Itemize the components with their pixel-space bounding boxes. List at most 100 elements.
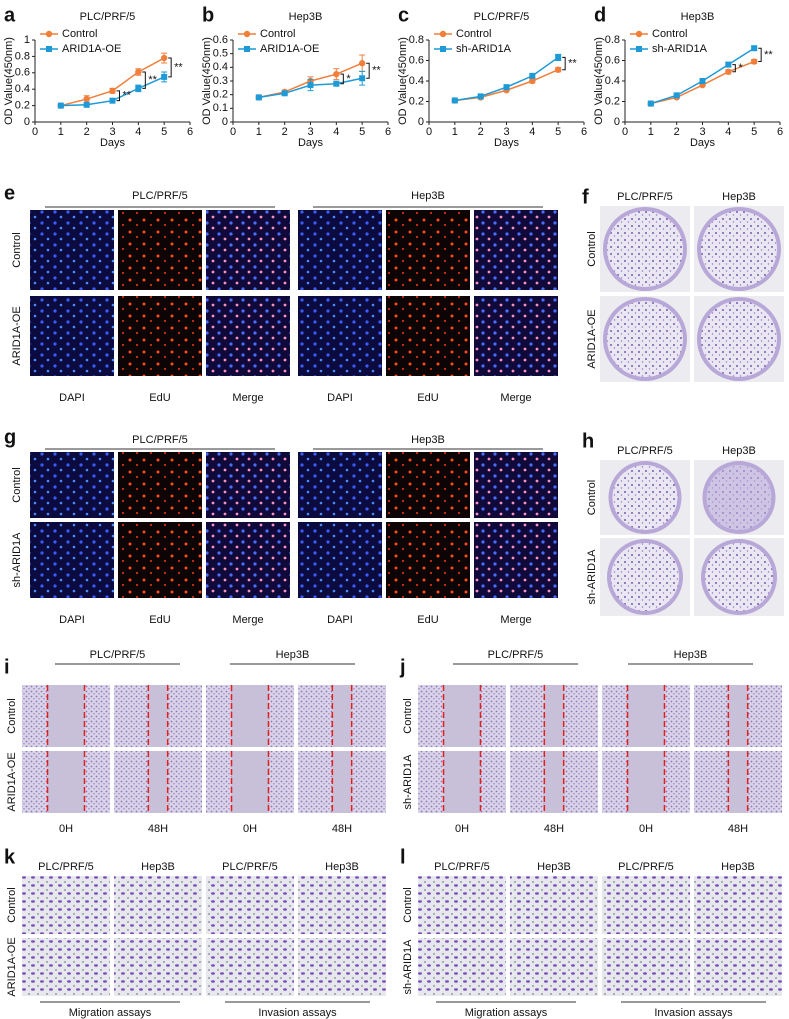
y-tick-label: 0 xyxy=(222,116,228,128)
significance-label: ** xyxy=(764,49,773,61)
panel-letter: d xyxy=(594,4,606,26)
legend-label: sh-ARID1A xyxy=(652,43,708,55)
micrograph xyxy=(474,452,558,518)
micrograph xyxy=(386,522,470,598)
column-label: EdU xyxy=(149,614,170,626)
point xyxy=(725,68,732,75)
point xyxy=(503,84,510,91)
column-label: Merge xyxy=(500,392,531,404)
column-label: Hep3B xyxy=(722,445,756,457)
panel-letter: a xyxy=(4,4,16,26)
micrograph xyxy=(298,452,382,518)
significance-bracket xyxy=(340,73,344,85)
transwell-image xyxy=(22,938,110,996)
column-label: DAPI xyxy=(327,392,353,404)
point xyxy=(673,92,680,99)
point xyxy=(529,77,536,85)
y-tick-label: 0.8 xyxy=(15,50,30,62)
y-tick-label: 0.2 xyxy=(409,95,424,107)
micrograph xyxy=(30,452,114,518)
legend-marker xyxy=(636,46,642,52)
point xyxy=(307,82,314,89)
chart-title: PLC/PRF/5 xyxy=(80,11,136,23)
point xyxy=(109,97,116,104)
dish xyxy=(611,543,679,611)
point xyxy=(751,45,758,52)
column-label: 48H xyxy=(332,823,352,835)
wound-gap xyxy=(627,751,665,813)
micrograph xyxy=(474,296,558,376)
wound-gap xyxy=(47,685,85,747)
group-label: Migration assays xyxy=(69,1007,152,1019)
point xyxy=(83,101,90,108)
row-label: Control xyxy=(586,231,598,266)
chart-panel: d Hep3B OD Value(450nm) Days 0 0.2 0.4 0.6 0.8 0 1… xyxy=(593,4,783,149)
column-label: Hep3B xyxy=(721,861,755,873)
wound-gap xyxy=(443,685,481,747)
point xyxy=(161,73,168,80)
transwell-image xyxy=(206,876,294,934)
panel-letter: j xyxy=(399,656,406,678)
micrograph xyxy=(118,452,202,518)
row-label: ARID1A-OE xyxy=(11,306,23,365)
y-tick-label: 0.1 xyxy=(213,102,228,114)
transwell-image xyxy=(22,876,110,934)
significance-bracket xyxy=(562,56,566,71)
x-tick-label: 1 xyxy=(452,126,458,138)
micrograph xyxy=(386,296,470,376)
point xyxy=(83,95,90,103)
micrograph xyxy=(386,452,470,518)
panel-letter: b xyxy=(202,4,214,26)
y-axis-label: OD Value(450nm) xyxy=(201,37,213,125)
row-label: Control xyxy=(11,467,23,502)
point xyxy=(555,54,562,61)
chart-panel: a PLC/PRF/5 OD Value(450nm) Days 0 0.2 0.4 0.6 0… xyxy=(3,4,193,149)
dish xyxy=(607,301,683,377)
legend-marker xyxy=(46,46,52,52)
panel-letter: h xyxy=(582,430,594,452)
micrograph xyxy=(298,210,382,290)
transwell-image xyxy=(206,938,294,996)
row-label: sh-ARID1A xyxy=(402,754,414,810)
significance-label: * xyxy=(346,73,351,85)
point xyxy=(750,58,758,65)
legend-marker xyxy=(635,30,643,38)
y-tick-label: 0.2 xyxy=(15,100,30,112)
significance-label: * xyxy=(738,62,743,74)
column-label: Hep3B xyxy=(325,861,359,873)
x-axis-label: Days xyxy=(690,137,716,149)
transwell-image xyxy=(418,938,506,996)
wound-gap xyxy=(231,751,269,813)
x-tick-label: 5 xyxy=(751,126,757,138)
y-tick-label: 0 xyxy=(24,116,30,128)
series-line xyxy=(454,56,559,102)
column-label: Hep3B xyxy=(141,861,175,873)
micrograph xyxy=(30,296,114,376)
row-label: Control xyxy=(586,480,598,515)
point xyxy=(725,61,732,68)
column-label: Hep3B xyxy=(722,191,756,203)
y-tick-label: 0 xyxy=(418,116,424,128)
group-label: Hep3B xyxy=(411,434,445,446)
point xyxy=(358,60,366,67)
legend-marker xyxy=(45,30,53,38)
legend-label: Control xyxy=(652,28,687,40)
row-label: Control xyxy=(6,887,18,922)
legend-label: sh-ARID1A xyxy=(456,43,512,55)
point xyxy=(333,70,340,78)
row-label: Control xyxy=(402,887,414,922)
legend-label: ARID1A-OE xyxy=(62,43,121,55)
row-label: Control xyxy=(11,232,23,267)
point xyxy=(699,78,706,84)
y-tick-label: 0.6 xyxy=(605,54,620,66)
wound-gap xyxy=(627,685,665,747)
point xyxy=(451,97,458,104)
micrograph xyxy=(206,522,290,598)
micrograph xyxy=(386,210,470,290)
column-label: EdU xyxy=(417,614,438,626)
y-axis-label: OD Value(450nm) xyxy=(593,37,605,125)
column-label: 48H xyxy=(728,823,748,835)
panel-letter: e xyxy=(4,182,15,204)
column-label: EdU xyxy=(417,392,438,404)
